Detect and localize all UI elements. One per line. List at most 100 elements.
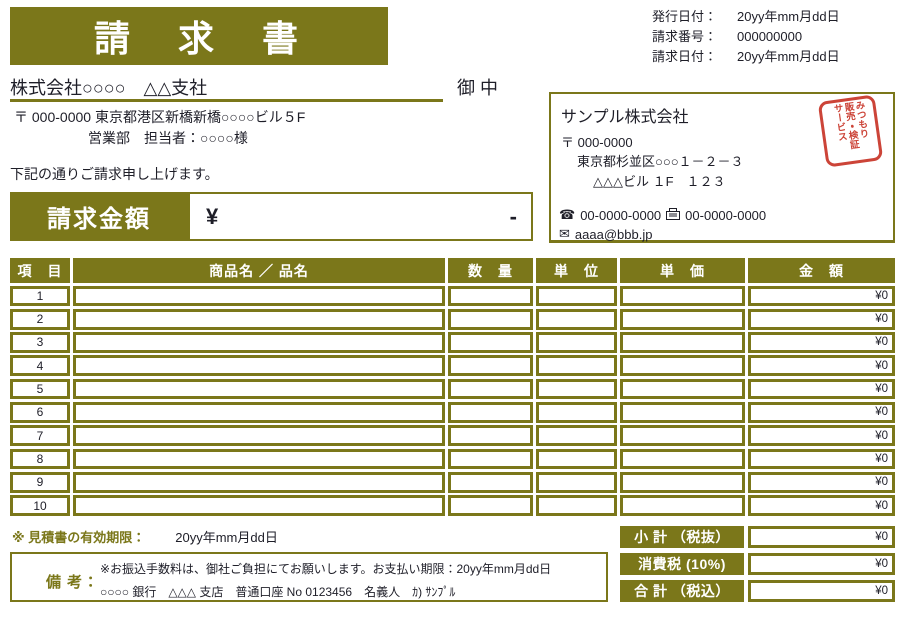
- item-quantity-cell[interactable]: [448, 448, 533, 470]
- header-amount: 金 額: [748, 258, 895, 283]
- item-unit-cell[interactable]: [536, 401, 617, 423]
- billing-amount-field[interactable]: ¥ -: [188, 192, 533, 241]
- item-unit-price-cell[interactable]: [620, 401, 745, 423]
- item-unit-price-cell[interactable]: [620, 355, 745, 377]
- item-unit-price-cell[interactable]: [620, 308, 745, 330]
- notes-line1: ※お振込手数料は、御社ご負担にてお願いします。お支払い期限：20yy年mm月dd…: [100, 562, 552, 576]
- item-quantity-cell[interactable]: [448, 355, 533, 377]
- item-unit-cell[interactable]: [536, 495, 617, 516]
- item-unit-price-cell[interactable]: [620, 378, 745, 400]
- item-unit-cell[interactable]: [536, 448, 617, 470]
- item-unit-price-cell[interactable]: [620, 495, 745, 516]
- item-amount-cell: ¥0: [748, 495, 895, 516]
- greeting-text: 下記の通りご請求申し上げます。: [10, 166, 219, 182]
- issue-date-row: 発行日付： 20yy年mm月dd日: [652, 7, 840, 27]
- item-quantity-cell[interactable]: [448, 471, 533, 493]
- item-amount-cell: ¥0: [748, 425, 895, 447]
- item-unit-price-cell[interactable]: [620, 471, 745, 493]
- item-quantity-cell[interactable]: [448, 332, 533, 353]
- item-unit-price-cell[interactable]: [620, 332, 745, 353]
- invoice-number-label: 請求番号：: [652, 29, 718, 44]
- total-value: ¥0: [748, 580, 895, 602]
- item-unit-cell[interactable]: [536, 355, 617, 377]
- item-unit-price-cell[interactable]: [620, 285, 745, 307]
- item-number-cell: 7: [10, 425, 70, 447]
- stamp-text: みつもり 販売・検証 サービス: [830, 100, 871, 162]
- item-unit-cell[interactable]: [536, 332, 617, 353]
- item-name-cell[interactable]: [73, 448, 445, 470]
- item-amount-cell: ¥0: [748, 471, 895, 493]
- recipient-company: 株式会社○○○○ △△支社: [10, 78, 208, 98]
- item-name-cell[interactable]: [73, 285, 445, 307]
- recipient-address: 〒 000-0000 東京都港区新橋新橋○○○○ビル５F: [14, 109, 306, 125]
- recipient-honorific: 御 中: [457, 78, 499, 98]
- email-icon: ✉: [559, 226, 570, 241]
- header-unit-price: 単 価: [620, 258, 745, 283]
- item-number-cell: 6: [10, 401, 70, 423]
- item-name-cell[interactable]: [73, 332, 445, 353]
- company-seal-stamp: みつもり 販売・検証 サービス: [817, 94, 884, 168]
- item-amount-cell: ¥0: [748, 308, 895, 330]
- item-unit-price-cell[interactable]: [620, 448, 745, 470]
- sender-email-row: ✉ aaaa@bbb.jp: [559, 226, 652, 242]
- item-number-cell: 3: [10, 332, 70, 353]
- item-quantity-cell[interactable]: [448, 285, 533, 307]
- fax-icon: [666, 207, 681, 223]
- item-unit-cell[interactable]: [536, 471, 617, 493]
- item-number-cell: 9: [10, 471, 70, 493]
- billing-amount-value: -: [509, 203, 517, 229]
- item-name-cell[interactable]: [73, 355, 445, 377]
- item-unit-cell[interactable]: [536, 285, 617, 307]
- item-name-cell[interactable]: [73, 471, 445, 493]
- item-name-cell[interactable]: [73, 378, 445, 400]
- item-amount-cell: ¥0: [748, 332, 895, 353]
- header-item-no: 項 目: [10, 258, 70, 283]
- header-quantity: 数 量: [448, 258, 533, 283]
- subtotal-label: 小 計 （税抜）: [620, 526, 744, 548]
- item-quantity-cell[interactable]: [448, 425, 533, 447]
- item-name-cell[interactable]: [73, 308, 445, 330]
- invoice-number-row: 請求番号： 000000000: [652, 27, 840, 47]
- header-unit: 単 位: [536, 258, 617, 283]
- tax-value: ¥0: [748, 553, 895, 575]
- item-unit-cell[interactable]: [536, 308, 617, 330]
- item-unit-cell[interactable]: [536, 378, 617, 400]
- item-quantity-cell[interactable]: [448, 401, 533, 423]
- item-quantity-cell[interactable]: [448, 495, 533, 516]
- item-amount-cell: ¥0: [748, 355, 895, 377]
- item-number-cell: 1: [10, 285, 70, 307]
- issue-date-value: 20yy年mm月dd日: [737, 9, 840, 24]
- item-number-cell: 10: [10, 495, 70, 516]
- billing-amount-label: 請求金額: [10, 192, 188, 241]
- issue-date-label: 発行日付：: [652, 9, 718, 24]
- item-name-cell[interactable]: [73, 401, 445, 423]
- quote-expiry-value: 20yy年mm月dd日: [175, 530, 278, 545]
- item-number-cell: 4: [10, 355, 70, 377]
- item-number-cell: 2: [10, 308, 70, 330]
- item-amount-cell: ¥0: [748, 401, 895, 423]
- sender-postal: 〒 000-0000: [561, 135, 633, 150]
- items-grid: 項 目 商品名 ／ 品名 数 量 単 位 単 価 金 額 1 ¥0 2 ¥0 3…: [10, 258, 895, 516]
- item-amount-cell: ¥0: [748, 448, 895, 470]
- item-unit-price-cell[interactable]: [620, 425, 745, 447]
- item-quantity-cell[interactable]: [448, 378, 533, 400]
- billing-date-label: 請求日付：: [652, 49, 718, 64]
- item-amount-cell: ¥0: [748, 285, 895, 307]
- item-number-cell: 5: [10, 378, 70, 400]
- sender-address-line1: 東京都杉並区○○○１－２－３: [577, 154, 744, 169]
- quote-expiry-row: ※ 見積書の有効期限： 20yy年mm月dd日: [12, 527, 278, 546]
- notes-box: 備 考： ※お振込手数料は、御社ご負担にてお願いします。お支払い期限：20yy年…: [10, 552, 608, 602]
- item-unit-cell[interactable]: [536, 425, 617, 447]
- item-name-cell[interactable]: [73, 425, 445, 447]
- billing-date-row: 請求日付： 20yy年mm月dd日: [652, 47, 840, 67]
- subtotal-value: ¥0: [748, 526, 895, 548]
- sender-fax: 00-0000-0000: [685, 207, 767, 223]
- item-quantity-cell[interactable]: [448, 308, 533, 330]
- invoice-number-value: 000000000: [737, 29, 803, 44]
- currency-symbol: ¥: [206, 203, 219, 229]
- tax-label: 消費税 (10%): [620, 553, 744, 575]
- sender-box: サンプル株式会社 〒 000-0000 東京都杉並区○○○１－２－３ △△△ビル…: [549, 92, 895, 243]
- item-name-cell[interactable]: [73, 495, 445, 516]
- billing-date-value: 20yy年mm月dd日: [737, 49, 840, 64]
